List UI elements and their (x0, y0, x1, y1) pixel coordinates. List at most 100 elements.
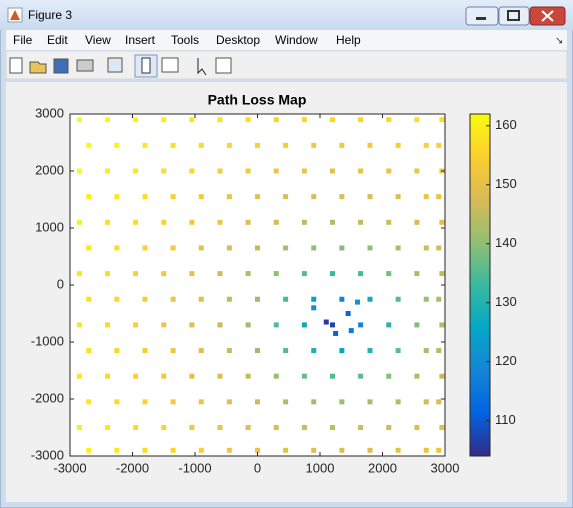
scatter-point (133, 271, 139, 277)
scatter-point (255, 245, 260, 251)
scatter-point (226, 194, 232, 200)
scatter-point (358, 168, 364, 174)
scatter-point (170, 245, 176, 251)
y-tick-label: 2000 (35, 162, 64, 177)
pointer-icon[interactable] (197, 58, 207, 76)
print-icon[interactable] (76, 59, 94, 72)
scatter-point (198, 399, 204, 405)
new-icon[interactable] (9, 57, 23, 74)
x-tick-label: 2000 (368, 460, 397, 475)
property-icon[interactable] (215, 57, 232, 74)
x-tick-label: -2000 (116, 460, 149, 475)
scatter-point (436, 194, 442, 200)
colorbar-tick-label: 130 (495, 294, 517, 309)
legend-icon[interactable] (161, 57, 179, 73)
scatter-point (198, 296, 204, 302)
menu-item[interactable]: Tools (171, 33, 199, 47)
scatter-point (395, 348, 401, 354)
y-tick-label: 1000 (35, 219, 64, 234)
scatter-point (255, 348, 260, 354)
scatter-point (386, 117, 392, 123)
scatter-point (439, 322, 445, 328)
scatter-point (198, 348, 204, 354)
scatter-point (423, 399, 429, 405)
x-tick-label: 1000 (306, 460, 335, 475)
scatter-point (105, 373, 110, 379)
scatter-point (436, 447, 442, 453)
scatter-point (142, 447, 148, 453)
scatter-point (76, 168, 82, 174)
scatter-point (339, 447, 345, 453)
scatter-point (245, 373, 251, 379)
scatter-point (358, 219, 364, 225)
scatter-point (339, 194, 345, 200)
scatter-point (330, 219, 335, 225)
scatter-point (330, 322, 335, 328)
scatter-point (386, 219, 392, 225)
scatter-point (114, 296, 120, 302)
x-tick-label: -1000 (178, 460, 211, 475)
window-title: Figure 3 (28, 8, 72, 22)
scatter-point (423, 245, 429, 251)
scatter-point (255, 296, 260, 302)
x-tick-label: 3000 (431, 460, 460, 475)
scatter-point (311, 194, 317, 200)
toolbar-icons (9, 54, 232, 78)
scatter-point (161, 271, 167, 277)
minimize-button[interactable] (465, 6, 499, 26)
scatter-point (86, 447, 92, 453)
menu-dock-arrow[interactable]: ↘ (555, 36, 563, 47)
scatter-point (358, 271, 364, 277)
scatter-point (414, 425, 420, 430)
scatter-point (333, 330, 339, 336)
menu-item[interactable]: File (13, 33, 33, 47)
open-icon[interactable] (29, 61, 47, 74)
x-tick-label: 0 (254, 460, 261, 475)
scatter-point (311, 245, 317, 251)
scatter-point (142, 245, 148, 251)
colorbar-tick-label: 120 (495, 353, 517, 368)
scatter-point (283, 447, 289, 453)
scatter-point (86, 296, 92, 302)
scatter-point (114, 348, 120, 354)
scatter-point (367, 348, 373, 354)
scatter-point (273, 373, 279, 379)
scatter-point (436, 399, 442, 405)
scatter-point (423, 296, 429, 302)
scatter-point (133, 219, 139, 225)
scatter-point (423, 194, 429, 200)
menu-item[interactable]: View (85, 33, 111, 47)
scatter-point (436, 348, 442, 354)
scatter-point (198, 447, 204, 453)
scatter-point (414, 168, 420, 174)
scatter-point (142, 194, 148, 200)
scatter-point (301, 322, 307, 328)
link-icon[interactable] (107, 57, 123, 73)
scatter-point (105, 271, 110, 277)
scatter-point (273, 271, 279, 277)
scatter-point (255, 399, 260, 405)
menu-item[interactable]: Insert (125, 33, 156, 47)
maximize-button[interactable] (498, 6, 530, 26)
toolbar (5, 50, 568, 80)
close-button[interactable] (529, 6, 566, 26)
scatter-point (283, 399, 289, 405)
save-icon[interactable] (53, 58, 69, 74)
colorbar-tick-label: 110 (495, 412, 516, 427)
scatter-point (436, 245, 442, 251)
scatter-point (255, 142, 260, 148)
scatter-point (198, 194, 204, 200)
menu-item[interactable]: Desktop (216, 33, 260, 47)
scatter-point (283, 245, 289, 251)
scatter-point (395, 447, 401, 453)
scatter-point (436, 296, 442, 302)
scatter-point (217, 271, 223, 277)
menu-item[interactable]: Help (336, 33, 361, 47)
scatter-point (133, 425, 139, 430)
scatter-point (339, 296, 345, 302)
menu-item[interactable]: Edit (47, 33, 68, 47)
scatter-point (358, 373, 364, 379)
scatter-point (226, 296, 232, 302)
menu-item[interactable]: Window (275, 33, 318, 47)
axes-background (70, 114, 445, 456)
